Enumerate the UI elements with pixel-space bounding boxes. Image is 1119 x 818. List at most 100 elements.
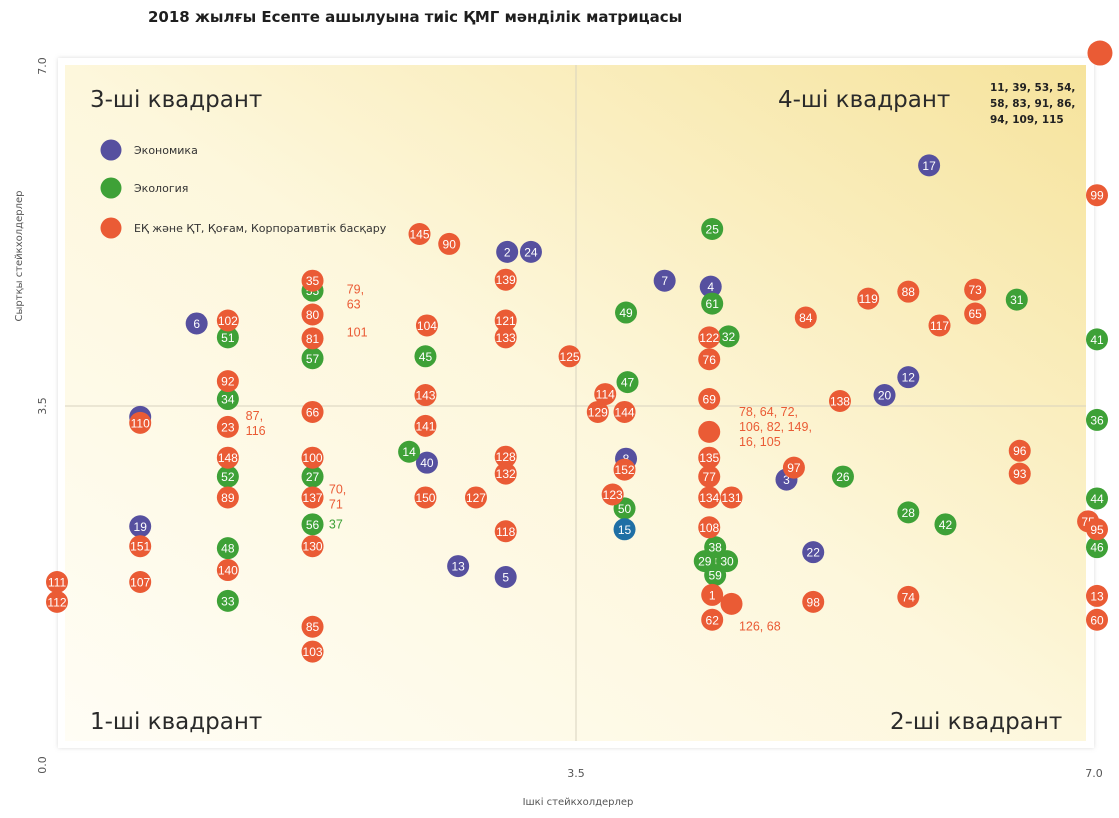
data-point: 151 — [129, 535, 152, 558]
data-point-marker — [408, 222, 431, 245]
data-point-label: 15 — [618, 523, 632, 537]
data-point-marker — [615, 301, 638, 324]
data-point: 66 — [301, 400, 324, 423]
data-point-marker — [216, 388, 239, 411]
data-point: 28 — [897, 501, 920, 524]
data-point-label: 134 — [699, 491, 719, 505]
data-point-marker — [698, 516, 721, 539]
data-point-label: 49 — [619, 306, 633, 320]
data-point-marker — [494, 326, 517, 349]
annotations-layer: 79,63 101 87,116 70,71 37 78, 64, 72,106, 82,… — [246, 283, 812, 634]
data-point: 123 — [601, 483, 624, 506]
data-point-label: 7 — [661, 274, 668, 288]
data-point: 114 — [594, 383, 617, 406]
data-point-marker — [301, 615, 324, 638]
data-point-marker — [301, 446, 324, 469]
data-point-marker — [414, 384, 437, 407]
data-point-marker — [494, 268, 517, 291]
data-point-label: 38 — [708, 541, 722, 555]
data-point-marker — [129, 411, 152, 434]
data-point: 56 — [301, 513, 324, 536]
data-point-label: 92 — [221, 375, 235, 389]
data-point-label: 36 — [1090, 413, 1104, 427]
data-point: 73 — [964, 278, 987, 301]
data-point-label: 138 — [830, 395, 850, 409]
data-point-label: 98 — [807, 595, 821, 609]
quadrant-1-label: 1-ші квадрант — [90, 709, 262, 735]
data-point-label: 95 — [1090, 523, 1104, 537]
data-point-marker — [129, 515, 152, 538]
data-point-marker — [802, 541, 825, 564]
data-point-label: 50 — [618, 502, 632, 516]
data-point-marker — [653, 269, 676, 292]
data-point-marker — [216, 537, 239, 560]
data-point-marker — [447, 555, 470, 578]
data-point-marker — [698, 446, 721, 469]
data-point-marker — [301, 640, 324, 663]
data-point-label: 32 — [722, 330, 736, 344]
data-point-marker — [216, 446, 239, 469]
data-point-label: 119 — [859, 292, 878, 306]
data-point-marker — [129, 535, 152, 558]
data-point: 133 — [494, 326, 517, 349]
data-point-label: 104 — [417, 319, 437, 333]
data-point-marker — [1086, 408, 1108, 431]
data-point-marker — [496, 240, 519, 263]
data-point-marker — [1086, 328, 1108, 351]
data-point-label: 121 — [496, 314, 516, 328]
data-point-label: 148 — [218, 451, 238, 465]
data-point-marker — [216, 370, 239, 393]
data-point-marker — [897, 280, 920, 303]
data-point: 118 — [494, 520, 517, 543]
data-point: 25 — [701, 218, 724, 241]
data-point-label: 118 — [496, 525, 515, 539]
data-point-label: 30 — [720, 555, 734, 569]
data-point: 88 — [897, 280, 920, 303]
data-point-marker — [414, 414, 437, 437]
annotation-label: 101 — [347, 325, 368, 339]
data-point-marker — [216, 415, 239, 438]
data-point: 1 — [701, 583, 724, 606]
data-point-marker — [928, 314, 951, 337]
data-point-label: 117 — [930, 319, 949, 333]
data-point: 74 — [897, 585, 920, 608]
data-point-label: 59 — [708, 569, 722, 583]
data-point: 90 — [438, 232, 461, 255]
data-point-marker — [794, 306, 817, 329]
data-point-marker — [414, 345, 437, 368]
data-point-marker — [494, 462, 517, 485]
data-point-label: 150 — [415, 491, 435, 505]
data-point-label: 128 — [496, 450, 516, 464]
data-point-marker — [698, 486, 721, 509]
data-point: 122 — [698, 326, 721, 349]
data-point-label: 85 — [306, 620, 320, 634]
data-point: 13 — [1086, 584, 1108, 607]
data-point: 103 — [301, 640, 324, 663]
data-point: 85 — [301, 615, 324, 638]
data-point: 15 — [613, 518, 636, 541]
data-point-marker — [698, 388, 721, 411]
data-point: 62 — [701, 608, 724, 631]
data-point: 129 — [586, 400, 609, 423]
data-point-marker — [46, 590, 68, 613]
quadrant-3-label: 3-ші квадрант — [90, 87, 262, 113]
data-point-marker — [828, 390, 851, 413]
data-point-label: 65 — [968, 307, 982, 321]
data-point-label: 47 — [621, 376, 635, 390]
data-point-label: 29 — [698, 555, 712, 569]
data-point-label: 35 — [306, 274, 320, 288]
data-point-label: 41 — [1090, 333, 1104, 347]
data-point-label: 31 — [1010, 293, 1024, 307]
data-point-label: 99 — [1090, 189, 1104, 203]
data-point: 42 — [934, 513, 957, 536]
data-point-marker — [1008, 439, 1031, 462]
data-point-marker — [464, 486, 487, 509]
data-point-label: 93 — [1013, 467, 1027, 481]
data-point-label: 24 — [524, 245, 538, 259]
data-point-label: 40 — [420, 456, 434, 470]
legend-marker-ecology — [100, 177, 122, 199]
data-point-label: 6 — [193, 317, 200, 331]
data-point-label: 46 — [1090, 541, 1104, 555]
data-point: 148 — [216, 446, 239, 469]
